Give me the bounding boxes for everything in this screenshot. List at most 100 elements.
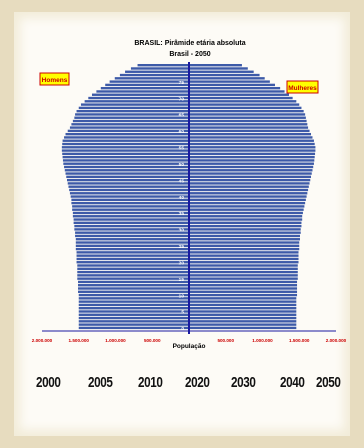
bar-homens-age-41 [69, 192, 189, 195]
bar-homens-age-48 [64, 169, 189, 172]
bar-mulheres-age-47 [189, 172, 312, 175]
bar-homens-age-54 [61, 149, 189, 152]
bar-mulheres-age-43 [189, 185, 309, 188]
bar-homens-age-64 [74, 116, 189, 119]
bar-homens-age-78 [125, 70, 189, 73]
bar-mulheres-age-72 [189, 90, 285, 93]
bar-mulheres-age-45 [189, 178, 311, 182]
bar-homens-age-33 [73, 218, 189, 221]
bar-mulheres-age-13 [189, 284, 298, 287]
bar-homens-age-67 [78, 106, 189, 110]
age-tick-label: 55 [179, 146, 185, 152]
bar-mulheres-age-23 [189, 251, 299, 254]
bar-mulheres-age-41 [189, 192, 308, 195]
bar-homens-age-69 [84, 100, 189, 103]
bar-homens-age-13 [78, 284, 189, 287]
bar-mulheres-age-40 [189, 195, 307, 198]
x-tick-label: 1.500.000 [289, 338, 310, 343]
bar-homens-age-71 [91, 93, 189, 96]
chart-title: BRASIL: Pirâmide etária absoluta [134, 40, 245, 47]
bar-homens-age-4 [78, 313, 189, 316]
bar-homens-age-70 [88, 96, 189, 100]
bar-mulheres-age-42 [189, 188, 309, 192]
age-tick-label: 50 [179, 162, 185, 168]
bar-mulheres-age-33 [189, 218, 303, 221]
bar-mulheres-age-12 [189, 287, 298, 290]
bar-homens-age-37 [72, 205, 189, 208]
bar-mulheres-age-63 [189, 119, 307, 123]
bar-mulheres-age-2 [189, 320, 297, 323]
bar-mulheres-age-39 [189, 198, 306, 202]
bar-mulheres-age-1 [189, 323, 297, 326]
bar-mulheres-age-49 [189, 165, 314, 169]
bar-homens-age-34 [72, 215, 189, 218]
bar-homens-age-61 [69, 126, 189, 129]
bar-homens-age-2 [78, 320, 189, 323]
bar-mulheres-age-29 [189, 231, 301, 234]
bar-mulheres-age-10 [189, 293, 298, 297]
bar-mulheres-age-55 [189, 146, 316, 149]
age-tick-label: 45 [179, 178, 185, 184]
bar-mulheres-age-16 [189, 274, 298, 277]
bar-mulheres-age-4 [189, 313, 297, 316]
bar-homens-age-53 [62, 152, 189, 156]
bar-mulheres-age-36 [189, 208, 304, 211]
bar-mulheres-age-28 [189, 234, 300, 238]
legend-homens: Homens [39, 72, 70, 86]
x-tick-label: 2.000.000 [32, 338, 53, 343]
bar-homens-age-32 [73, 221, 189, 225]
bar-mulheres-age-50 [189, 162, 314, 165]
bar-homens-age-8 [78, 300, 189, 303]
bar-mulheres-age-73 [189, 86, 281, 90]
x-tick-label: 2.000.000 [326, 338, 347, 343]
bar-mulheres-age-69 [189, 100, 297, 103]
bar-homens-age-51 [62, 159, 190, 162]
bar-homens-age-36 [72, 208, 189, 211]
age-tick-label: 75 [179, 80, 185, 86]
bar-mulheres-age-9 [189, 297, 297, 300]
bar-homens-age-40 [70, 195, 189, 198]
bar-homens-age-29 [75, 231, 189, 234]
bar-homens-age-19 [77, 264, 189, 267]
bar-mulheres-age-58 [189, 136, 313, 139]
bar-mulheres-age-38 [189, 201, 306, 205]
bar-mulheres-age-17 [189, 270, 298, 274]
bar-homens-age-18 [77, 267, 189, 270]
x-axis-ticks: 2.000.000 1.500.000 1.000.000 500.000 500.00… [32, 338, 347, 343]
bar-homens-age-73 [100, 86, 189, 90]
age-tick-label: 70 [179, 96, 185, 102]
bar-homens-age-68 [80, 103, 189, 106]
age-tick-label: 60 [179, 129, 185, 135]
bar-mulheres-age-0 [189, 326, 297, 330]
bar-mulheres-age-54 [189, 149, 316, 152]
bar-homens-age-21 [76, 257, 189, 261]
bar-mulheres-age-34 [189, 215, 303, 218]
bar-mulheres-age-19 [189, 264, 298, 267]
x-tick-label: 1.500.000 [69, 338, 90, 343]
bar-mulheres-age-6 [189, 307, 297, 310]
age-axis-ticks: 0 5 10 15 20 25 30 35 40 45 50 55 60 65 70 75 [179, 80, 185, 332]
bar-homens-age-77 [119, 73, 189, 77]
bar-mulheres-age-60 [189, 129, 310, 133]
bar-homens-age-26 [75, 241, 189, 244]
bar-mulheres-age-52 [189, 155, 315, 159]
bar-homens-age-75 [109, 80, 189, 83]
bar-homens-age-7 [78, 303, 189, 307]
bar-homens-age-3 [78, 316, 189, 320]
bar-mulheres-age-5 [189, 310, 297, 313]
x-tick-label: 1.000.000 [252, 338, 273, 343]
bar-homens-age-47 [65, 172, 189, 175]
age-tick-label: 30 [179, 228, 185, 234]
bar-mulheres-age-51 [189, 159, 315, 162]
bar-mulheres-age-25 [189, 244, 300, 248]
bar-homens-age-24 [75, 247, 189, 251]
bar-mulheres-age-79 [189, 67, 248, 70]
bar-mulheres-age-62 [189, 123, 308, 126]
bar-homens-age-46 [66, 175, 189, 179]
age-tick-label: 25 [179, 244, 185, 250]
bar-mulheres-age-76 [189, 77, 265, 80]
bar-mulheres-age-56 [189, 142, 315, 146]
bar-homens-age-62 [71, 123, 189, 126]
bar-mulheres-age-75 [189, 80, 270, 83]
